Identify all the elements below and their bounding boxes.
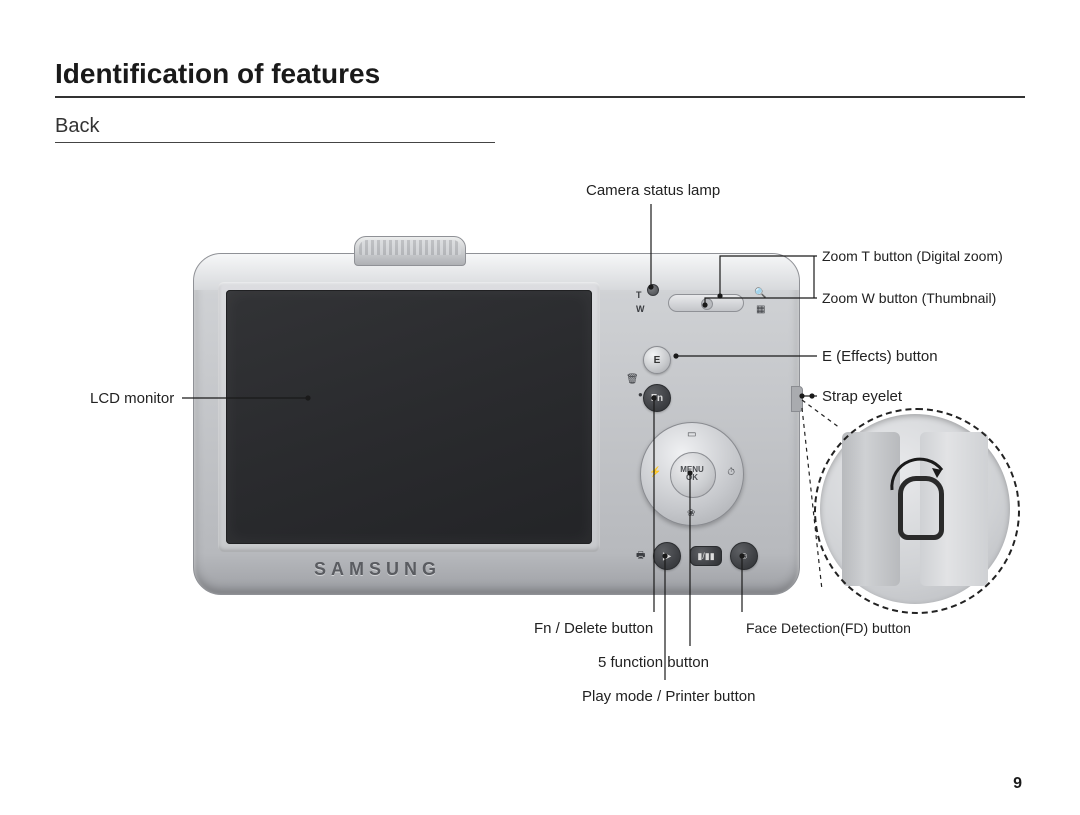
leader-lines xyxy=(0,0,1080,815)
manual-page: Identification of features Back 9 SAMSUN… xyxy=(0,0,1080,815)
